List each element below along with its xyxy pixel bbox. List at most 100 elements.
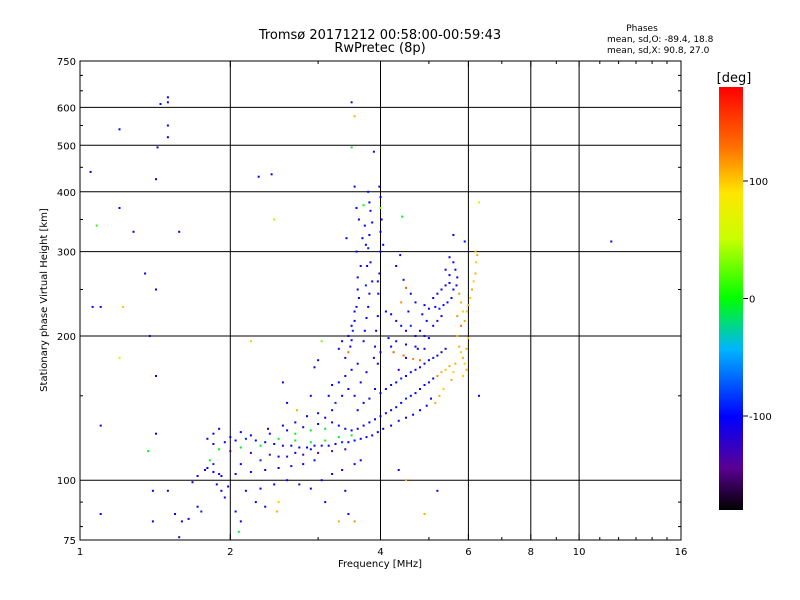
scatter-point: [239, 446, 242, 449]
scatter-point: [234, 439, 237, 442]
scatter-point: [353, 439, 356, 442]
scatter-point: [286, 429, 289, 432]
grid-lines: [80, 61, 681, 540]
scatter-point: [302, 453, 305, 456]
scatter-point: [218, 427, 221, 430]
scatter-point: [414, 368, 417, 371]
scatter-point: [368, 292, 371, 295]
scatter-point: [273, 483, 276, 486]
scatter-point: [344, 448, 347, 451]
scatter-point: [277, 455, 280, 458]
scatter-point: [313, 444, 316, 447]
scatter-point: [151, 489, 154, 492]
scatter-point: [430, 397, 432, 400]
scatter-point: [379, 196, 382, 198]
scatter-point: [281, 444, 284, 447]
scatter-point: [178, 230, 181, 233]
scatter-point: [353, 310, 356, 313]
scatter-point: [405, 397, 407, 400]
scatter-point: [239, 431, 242, 434]
scatter-point: [254, 439, 257, 442]
scatter-point: [405, 479, 407, 482]
scatter-point: [467, 337, 470, 340]
scatter-point: [367, 190, 370, 193]
scatter-point: [456, 315, 459, 318]
scatter-point: [118, 356, 121, 359]
scatter-point: [273, 443, 276, 445]
scatter-point: [331, 473, 334, 475]
scatter-point: [365, 317, 368, 319]
scatter-point: [275, 510, 278, 513]
scatter-point: [270, 173, 273, 176]
scatter-point: [331, 421, 334, 424]
scatter-point: [412, 413, 415, 416]
scatter-point: [369, 209, 372, 212]
scatter-point: [200, 510, 203, 513]
y-axis-ticks: 75 100 200 300 400 500 600 750: [57, 57, 681, 547]
scatter-point: [390, 313, 393, 316]
scatter-point: [99, 305, 102, 308]
scatter-point: [436, 489, 439, 492]
scatter-point: [166, 96, 169, 99]
x-tick-label: 4: [377, 547, 383, 558]
scatter-point: [334, 401, 337, 404]
scatter-point: [277, 437, 280, 440]
scatter-point: [438, 307, 441, 310]
scatter-point: [409, 292, 412, 295]
scatter-point: [249, 451, 252, 454]
scatter-point: [434, 305, 437, 308]
scatter-point: [357, 297, 360, 299]
scatter-point: [384, 412, 387, 415]
scatter-point: [448, 365, 451, 368]
scatter-point: [365, 371, 368, 374]
scatter-point: [380, 218, 383, 221]
scatter-point: [267, 427, 269, 430]
x-tick-label: 10: [573, 547, 586, 558]
scatter-point: [362, 204, 365, 207]
scatter-point: [440, 288, 443, 291]
scatter-point: [344, 356, 347, 359]
scatter-point: [218, 473, 221, 475]
scatter-point: [309, 487, 312, 490]
scatter-point: [419, 409, 421, 412]
y-tick-label: 100: [57, 476, 76, 487]
scatter-point: [122, 305, 125, 308]
scatter-point: [372, 356, 375, 359]
scatter-point: [461, 375, 464, 377]
scatter-point: [286, 455, 289, 458]
scatter-point: [455, 284, 458, 287]
scatter-point: [414, 345, 417, 348]
scatter-point: [456, 335, 459, 337]
scatter-point: [227, 485, 230, 488]
scatter-point: [371, 434, 374, 437]
scatter-point: [357, 218, 360, 221]
scatter-point: [442, 304, 445, 307]
scatter-point: [475, 261, 478, 264]
chart-title: Tromsø 20171212 00:58:00-00:59:43: [258, 28, 501, 43]
scatter-point: [277, 501, 280, 504]
phases-heading: Phases: [626, 24, 658, 34]
scatter-point: [355, 250, 358, 253]
scatter-point: [309, 394, 312, 397]
scatter-point: [264, 469, 267, 471]
scatter-point: [465, 347, 468, 350]
scatter-point: [423, 347, 426, 350]
scatter-point: [306, 446, 308, 449]
scatter-point: [414, 301, 417, 304]
scatter-point: [99, 513, 102, 515]
scatter-point: [327, 394, 330, 397]
scatter-point: [294, 451, 297, 454]
scatter-point: [239, 520, 242, 523]
y-tick-label: 500: [57, 141, 76, 152]
scatter-point: [356, 362, 359, 365]
scatter-point: [395, 406, 398, 409]
scatter-point: [384, 310, 387, 313]
scatter-point: [295, 409, 298, 412]
scatter-point: [432, 356, 435, 359]
scatter-point: [347, 441, 350, 444]
scatter-point: [474, 250, 477, 253]
scatter-point: [436, 319, 439, 322]
scatter-point: [309, 429, 312, 432]
scatter-point: [331, 384, 334, 386]
scatter-point: [390, 424, 393, 427]
